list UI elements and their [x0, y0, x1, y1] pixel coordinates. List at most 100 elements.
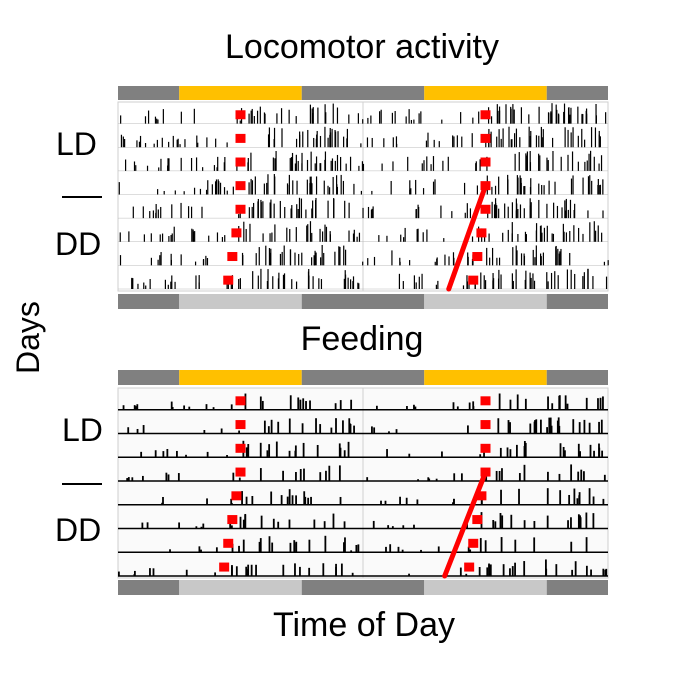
locomotor-day-6-activity-bin	[245, 228, 247, 242]
feeding-day-7-activity-bin	[479, 538, 482, 553]
locomotor-day-6-activity-bin	[539, 226, 542, 242]
locomotor-day-3-activity-bin	[475, 161, 477, 171]
locomotor-day-5-activity-bin	[311, 208, 313, 219]
locomotor-day-3-activity-bin	[340, 156, 342, 171]
locomotor-day-2-activity-bin	[346, 138, 348, 148]
locomotor-day-3-activity-bin	[334, 160, 336, 171]
feeding-day-1-activity-bin	[133, 405, 136, 410]
locomotor-day-7-activity-bin	[150, 257, 153, 266]
locomotor-day-2-activity-bin	[511, 139, 513, 148]
locomotor-day-1-activity-bin	[405, 116, 407, 124]
feeding-day-8-activity-bin	[351, 572, 354, 576]
locomotor-day-1-activity-bin	[557, 113, 560, 124]
locomotor-day-4-activity-bin	[207, 180, 209, 195]
feeding-day-4-activity-bin	[165, 472, 168, 481]
feeding-day-1-activity-bin	[599, 397, 602, 410]
locomotor-day-2-activity-bin	[313, 137, 315, 148]
locomotor-day-8-activity-bin	[511, 273, 513, 289]
locomotor-day-8-activity-bin	[605, 276, 608, 289]
locomotor-day-8-activity-bin	[592, 276, 594, 289]
locomotor-day-7-activity-bin	[265, 245, 267, 266]
feeding-day-5-activity-bin	[546, 488, 549, 505]
feeding-day-2-activity-bin	[588, 422, 591, 434]
locomotor-day-2-activity-bin	[564, 127, 566, 148]
locomotor-day-1-activity-bin	[332, 103, 334, 124]
locomotor-day-4-activity-bin	[589, 175, 591, 195]
locomotor-day-4-activity-bin	[572, 175, 574, 195]
locomotor-day-4-activity-bin	[273, 174, 275, 195]
locomotor-day-5-activity-bin	[291, 205, 293, 219]
feeding-day-5-activity-bin	[280, 495, 283, 505]
locomotor-day-7-activity-bin	[281, 251, 283, 266]
feeding-day-8-activity-bin	[489, 564, 492, 576]
locomotor-day-5-activity-bin	[564, 210, 567, 219]
locomotor-day-2-activity-bin	[153, 143, 155, 148]
locomotor-day-3-activity-bin	[124, 159, 127, 171]
locomotor-day-1-activity-bin	[259, 106, 261, 124]
locomotor-day-4-activity-bin	[226, 190, 228, 195]
feeding-day-7-activity-bin	[343, 542, 345, 553]
locomotor-day-4-activity-bin	[587, 176, 590, 195]
locomotor-day-4-activity-bin	[248, 182, 250, 195]
locomotor-day-6-activity-bin	[324, 224, 326, 242]
locomotor-day-7-activity-bin	[205, 255, 207, 266]
feeding-day-8-activity-bin	[408, 573, 410, 576]
feeding-day-2-activity-bin	[348, 418, 351, 434]
locomotor-day-5-activity-bin	[187, 206, 190, 219]
locomotor-day-3-activity-bin	[135, 165, 137, 171]
locomotor-day-4-activity-bin	[602, 179, 604, 195]
locomotor-day-3-activity-bin	[217, 156, 219, 171]
locomotor-day-8-activity-bin	[195, 275, 197, 289]
feeding-top-bar-dark-segment	[301, 370, 425, 385]
locomotor-day-6-activity-bin	[589, 222, 591, 242]
feeding-day-8-activity-bin	[247, 564, 250, 576]
feeding-day-1-activity-bin	[602, 396, 604, 410]
feeding-day-8-activity-bin	[255, 564, 257, 576]
locomotor-day-7-activity-bin	[558, 253, 560, 266]
locomotor-day-8-activity-bin	[131, 278, 133, 289]
locomotor-day-8-activity-bin	[308, 269, 310, 289]
locomotor-day-1-activity-bin	[582, 114, 584, 124]
locomotor-day-6-activity-bin	[422, 232, 424, 242]
feeding-day-3-activity-bin	[509, 449, 512, 458]
locomotor-day-5-activity-bin	[362, 207, 364, 219]
feeding-day-4-activity-bin	[295, 471, 297, 481]
locomotor-day-7-activity-bin	[343, 245, 345, 266]
locomotor-day-3-activity-bin	[324, 151, 327, 171]
locomotor-day-4-activity-bin	[519, 175, 521, 195]
locomotor-day-5-activity-bin	[574, 203, 576, 219]
feeding-day-4-activity-bin	[282, 470, 284, 481]
locomotor-day-4-activity-bin	[340, 174, 342, 195]
locomotor-day-4-onset-marker-left	[235, 181, 246, 191]
locomotor-day-4-activity-bin	[286, 183, 289, 195]
feeding-day-8-activity-bin	[214, 572, 217, 576]
locomotor-day-1-activity-bin	[147, 110, 150, 124]
feeding-day-3-activity-bin	[268, 444, 271, 458]
locomotor-day-4-activity-bin	[336, 186, 339, 195]
locomotor-day-7-activity-bin	[607, 260, 609, 266]
feeding-day-4-activity-bin	[603, 474, 606, 481]
feeding-day-6-activity-bin	[146, 522, 149, 529]
locomotor-day-2-activity-bin	[168, 141, 170, 148]
locomotor-day-7-activity-bin	[540, 253, 542, 266]
locomotor-day-6-activity-bin	[269, 233, 271, 242]
feeding-day-8-activity-bin	[245, 566, 248, 576]
locomotor-day-8-activity-bin	[283, 273, 286, 289]
locomotor-day-6-activity-bin	[535, 230, 537, 242]
locomotor-day-8-activity-bin	[137, 283, 139, 289]
locomotor-day-2-activity-bin	[172, 135, 174, 148]
feeding-day-5-activity-bin	[592, 496, 595, 505]
locomotor-day-8-activity-bin	[145, 285, 147, 289]
locomotor-day-3-activity-bin	[584, 161, 586, 171]
locomotor-day-8-activity-bin	[480, 272, 482, 289]
locomotor-day-1-activity-bin	[251, 108, 253, 124]
locomotor-day-4-activity-bin	[463, 182, 466, 195]
locomotor-day-2-activity-bin	[124, 138, 126, 148]
locomotor-day-3-activity-bin	[168, 158, 170, 171]
feeding-day-5-activity-bin	[559, 490, 562, 505]
locomotor-day-1-activity-bin	[317, 107, 319, 124]
feeding-day-4-activity-bin	[299, 469, 302, 481]
feeding-day-1-activity-bin	[302, 398, 305, 410]
locomotor-day-6-activity-bin	[274, 224, 276, 242]
locomotor-day-6-activity-bin	[119, 232, 121, 242]
